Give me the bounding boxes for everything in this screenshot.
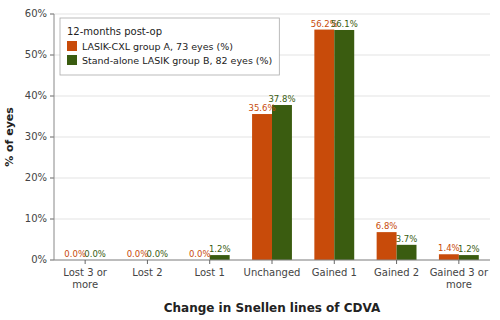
x-tick [458,260,459,264]
legend-swatch [67,41,77,51]
y-tick [50,137,54,138]
grid [54,14,490,260]
y-tick-label: 30% [25,131,47,142]
x-tick-label: Lost 3 ormore [63,267,107,290]
y-tick [50,14,54,15]
data-label: 56.1% [331,19,358,29]
bar [334,30,354,260]
x-tick-label: Gained 2 [374,267,419,278]
data-label: 1.2% [209,244,231,254]
legend-swatch [67,55,77,65]
y-tick [50,178,54,179]
y-tick-label: 10% [25,213,47,224]
data-labels: 0.0%0.0%0.0%35.6%56.2%6.8%1.4%0.0%0.0%1.… [64,19,479,259]
x-tick [85,260,86,264]
data-label: 0.0% [189,249,211,259]
y-tick [50,260,54,261]
data-label: 3.7% [396,234,418,244]
bar [459,255,479,260]
bar [314,30,334,260]
bar [377,232,397,260]
x-tick [209,260,210,264]
data-label: 1.4% [438,243,460,253]
data-label: 35.6% [249,103,276,113]
x-tick [334,260,335,264]
data-label: 0.0% [147,249,169,259]
data-label: 37.8% [268,94,295,104]
y-tick [50,55,54,56]
y-tick-label: 50% [25,49,47,60]
legend-title: 12-months post-op [67,26,162,37]
grid-line [54,14,490,15]
legend-label: LASIK-CXL group A, 73 eyes (%) [82,41,233,52]
chart: 0%10%20%30%40%50%60%0.0%0.0%0.0%35.6%56.… [0,0,500,320]
legend-frame [60,18,279,75]
x-tick-label: Lost 1 [195,267,225,278]
data-label: 0.0% [64,249,86,259]
x-tick-label: Gained 3 ormore [430,267,489,290]
x-axis-title: Change in Snellen lines of CDVA [164,301,381,315]
x-tick [272,260,273,264]
data-label: 0.0% [84,249,106,259]
x-tick-label: Lost 2 [132,267,162,278]
data-label: 1.2% [458,244,480,254]
x-tick-label: Unchanged [244,267,301,278]
x-tick-label: Gained 1 [312,267,357,278]
bar [252,114,272,260]
y-axis-title: % of eyes [3,107,16,167]
data-label: 6.8% [376,221,398,231]
y-axis [54,14,55,260]
legend: 12-months post-op LASIK-CXL group A, 73 e… [60,18,279,75]
y-tick-label: 60% [25,8,47,19]
bar [210,255,230,260]
y-tick-label: 20% [25,172,47,183]
y-tick [50,96,54,97]
x-tick [396,260,397,264]
bar [397,245,417,260]
y-tick-label: 0% [31,254,47,265]
y-tick-label: 40% [25,90,47,101]
bar [272,105,292,260]
y-tick [50,219,54,220]
bar [439,254,459,260]
data-label: 0.0% [127,249,149,259]
legend-label: Stand-alone LASIK group B, 82 eyes (%) [82,55,272,66]
x-tick [147,260,148,264]
